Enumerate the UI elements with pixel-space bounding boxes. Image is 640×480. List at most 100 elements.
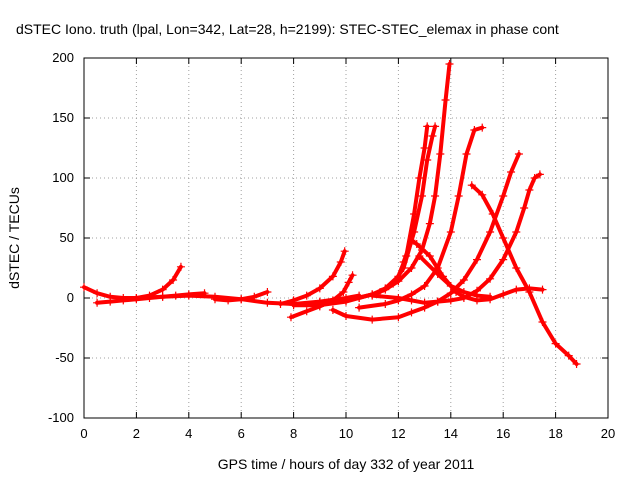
data-point	[106, 297, 115, 306]
data-point	[93, 298, 102, 307]
data-point	[486, 228, 495, 236]
data-point	[286, 313, 295, 322]
y-tick-label: 150	[52, 110, 74, 125]
data-point	[499, 192, 508, 200]
x-tick-label: 12	[391, 426, 405, 441]
data-point	[93, 289, 102, 298]
data-point	[520, 204, 529, 212]
series-10	[355, 123, 487, 312]
data-point	[315, 284, 324, 293]
data-point	[263, 288, 272, 296]
x-tick-label: 10	[339, 426, 353, 441]
data-point	[315, 298, 324, 307]
data-point	[415, 174, 424, 182]
data-point	[336, 258, 345, 266]
data-point	[119, 296, 128, 305]
data-point	[368, 315, 377, 324]
data-point	[499, 234, 508, 242]
data-point	[394, 313, 403, 322]
data-point	[512, 264, 521, 272]
data-point	[407, 236, 416, 245]
data-point	[302, 291, 311, 300]
data-point	[459, 288, 468, 296]
series-14	[415, 252, 495, 301]
series-line	[330, 124, 438, 304]
data-point	[410, 228, 419, 236]
data-point	[431, 122, 440, 131]
data-point	[348, 271, 357, 280]
data-point	[176, 262, 185, 271]
data-point	[446, 282, 455, 290]
x-tick-label: 20	[601, 426, 615, 441]
data-point	[441, 96, 450, 104]
data-point	[158, 292, 167, 301]
data-point	[289, 301, 298, 310]
data-point	[399, 258, 408, 266]
data-point	[538, 318, 547, 326]
data-point	[184, 291, 193, 300]
data-point	[459, 276, 468, 284]
data-point	[512, 285, 521, 294]
data-point	[407, 296, 416, 305]
data-point	[473, 255, 481, 264]
data-point	[420, 144, 429, 152]
data-point	[420, 282, 429, 290]
data-point	[428, 132, 437, 140]
series-4	[211, 288, 272, 305]
data-point	[80, 283, 88, 292]
series-line	[330, 152, 521, 322]
data-point	[423, 122, 432, 131]
data-point	[507, 168, 516, 176]
data-point	[381, 300, 390, 308]
data-point	[486, 292, 495, 301]
data-point	[499, 290, 508, 299]
data-point	[420, 298, 429, 307]
plot-area	[80, 60, 581, 368]
data-point	[340, 247, 349, 256]
data-point	[328, 306, 337, 314]
data-point	[368, 291, 377, 300]
x-tick-label: 4	[185, 426, 192, 441]
series-line	[469, 183, 579, 366]
data-point	[169, 276, 178, 284]
data-point	[538, 285, 547, 294]
data-point	[339, 288, 348, 296]
data-point	[412, 240, 421, 248]
y-axis-label: dSTEC / TECUs	[6, 187, 22, 289]
series-line	[291, 62, 452, 308]
data-point	[512, 228, 521, 236]
data-point	[462, 150, 471, 158]
series-15	[467, 181, 581, 368]
data-point	[250, 292, 259, 301]
y-tick-label: 100	[52, 170, 74, 185]
data-point	[446, 228, 455, 236]
data-point	[445, 60, 454, 68]
x-tick-label: 6	[238, 426, 245, 441]
data-point	[389, 279, 398, 288]
data-point	[423, 156, 432, 164]
data-point	[535, 170, 544, 179]
chart-title: dSTEC Iono. truth (lpal, Lon=342, Lat=28…	[16, 21, 559, 37]
axis-ticks: 0 2 4 6 8 10 12 14 16 18 20 -100 -50 0 50 100 150 200	[48, 50, 615, 441]
data-point	[433, 297, 442, 306]
data-point	[224, 296, 233, 305]
data-point	[486, 274, 495, 283]
data-point	[499, 255, 508, 264]
data-point	[425, 219, 434, 228]
series-7	[289, 60, 454, 310]
data-point	[302, 307, 311, 316]
y-tick-label: 0	[67, 290, 74, 305]
data-point	[446, 289, 455, 298]
x-tick-label: 14	[444, 426, 458, 441]
data-point	[478, 123, 487, 132]
data-point	[237, 295, 246, 304]
data-point	[328, 272, 337, 281]
data-point	[344, 278, 353, 287]
data-point	[525, 186, 534, 194]
data-point	[415, 252, 424, 260]
data-point	[431, 192, 440, 200]
data-point	[263, 298, 272, 307]
x-tick-label: 0	[80, 426, 87, 441]
x-tick-label: 16	[496, 426, 510, 441]
